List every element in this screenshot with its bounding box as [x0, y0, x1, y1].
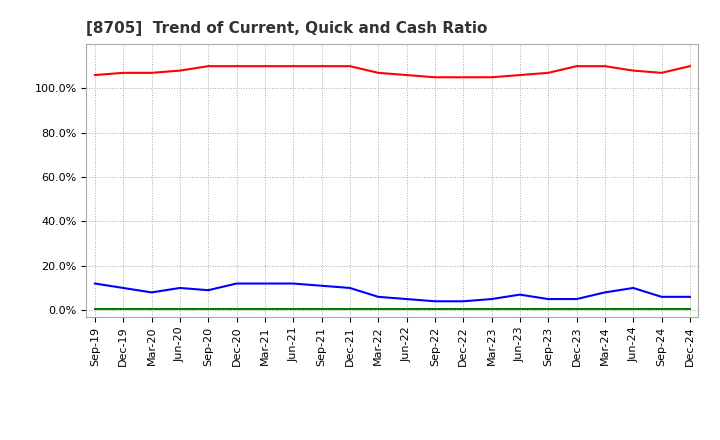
Cash Ratio [685, 294, 694, 300]
Quick Ratio [402, 306, 411, 312]
Current Ratio [374, 70, 382, 76]
Cash Ratio [629, 285, 637, 290]
Current Ratio [402, 73, 411, 78]
Current Ratio [119, 70, 127, 76]
Cash Ratio [119, 285, 127, 290]
Cash Ratio [657, 294, 666, 300]
Current Ratio [233, 63, 241, 69]
Quick Ratio [289, 306, 297, 312]
Current Ratio [544, 70, 552, 76]
Cash Ratio [374, 294, 382, 300]
Quick Ratio [572, 306, 581, 312]
Quick Ratio [261, 306, 269, 312]
Cash Ratio [148, 290, 156, 295]
Cash Ratio [600, 290, 609, 295]
Quick Ratio [204, 306, 212, 312]
Current Ratio [657, 70, 666, 76]
Quick Ratio [487, 306, 496, 312]
Quick Ratio [685, 306, 694, 312]
Current Ratio [685, 63, 694, 69]
Cash Ratio [233, 281, 241, 286]
Quick Ratio [91, 306, 99, 312]
Current Ratio [261, 63, 269, 69]
Cash Ratio [544, 297, 552, 302]
Line: Cash Ratio: Cash Ratio [95, 283, 690, 301]
Quick Ratio [374, 306, 382, 312]
Current Ratio [572, 63, 581, 69]
Quick Ratio [544, 306, 552, 312]
Cash Ratio [402, 297, 411, 302]
Cash Ratio [487, 297, 496, 302]
Current Ratio [600, 63, 609, 69]
Cash Ratio [204, 288, 212, 293]
Legend: Current Ratio, Quick Ratio, Cash Ratio: Current Ratio, Quick Ratio, Cash Ratio [195, 438, 590, 440]
Current Ratio [91, 73, 99, 78]
Quick Ratio [318, 306, 326, 312]
Cash Ratio [459, 299, 467, 304]
Current Ratio [318, 63, 326, 69]
Cash Ratio [91, 281, 99, 286]
Current Ratio [516, 73, 524, 78]
Quick Ratio [148, 306, 156, 312]
Cash Ratio [176, 285, 184, 290]
Quick Ratio [629, 306, 637, 312]
Cash Ratio [346, 285, 354, 290]
Quick Ratio [119, 306, 127, 312]
Quick Ratio [431, 306, 439, 312]
Current Ratio [346, 63, 354, 69]
Cash Ratio [516, 292, 524, 297]
Cash Ratio [318, 283, 326, 288]
Quick Ratio [233, 306, 241, 312]
Quick Ratio [459, 306, 467, 312]
Quick Ratio [600, 306, 609, 312]
Cash Ratio [261, 281, 269, 286]
Current Ratio [289, 63, 297, 69]
Line: Current Ratio: Current Ratio [95, 66, 690, 77]
Current Ratio [176, 68, 184, 73]
Cash Ratio [431, 299, 439, 304]
Current Ratio [487, 75, 496, 80]
Current Ratio [431, 75, 439, 80]
Current Ratio [204, 63, 212, 69]
Quick Ratio [176, 306, 184, 312]
Current Ratio [459, 75, 467, 80]
Cash Ratio [289, 281, 297, 286]
Cash Ratio [572, 297, 581, 302]
Quick Ratio [657, 306, 666, 312]
Text: [8705]  Trend of Current, Quick and Cash Ratio: [8705] Trend of Current, Quick and Cash … [86, 21, 487, 36]
Current Ratio [629, 68, 637, 73]
Quick Ratio [516, 306, 524, 312]
Quick Ratio [346, 306, 354, 312]
Current Ratio [148, 70, 156, 76]
